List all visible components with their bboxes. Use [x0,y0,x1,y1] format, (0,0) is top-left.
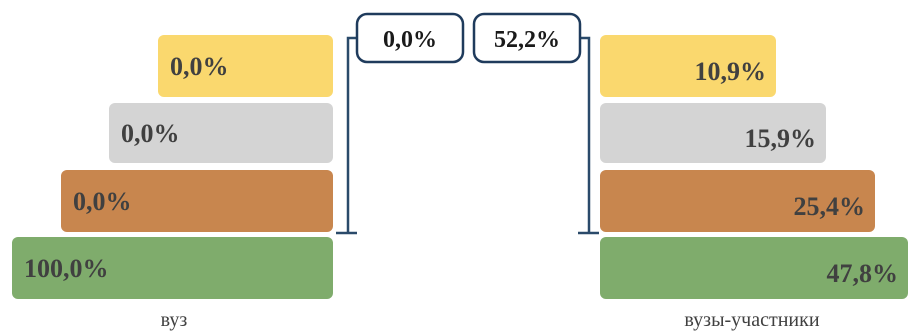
right-bar-3 [600,170,875,232]
right-axis-caption: вузы-участники [684,309,819,331]
left-bar-2 [109,103,333,163]
right-bracket [578,36,599,235]
right-bar-label-3: 25,4% [794,192,866,221]
left-bar-label-4: 100,0% [24,254,109,283]
left-bar-label-1: 0,0% [170,52,229,81]
left-bar-1 [158,35,333,97]
left-bar-label-2: 0,0% [121,119,180,148]
labels-layer: 0,0% 0,0% 0,0% 100,0% 10,9% 15,9% 25,4% 47,8% [24,52,898,288]
bracket-layer [336,36,599,235]
right-bar-2 [600,103,826,163]
bars-layer [12,35,908,299]
left-bar-4 [12,237,333,299]
left-axis-caption: вуз [161,309,188,331]
callout-left-text: 0,0% [383,27,437,53]
left-bar-3 [61,170,333,232]
left-bracket [336,36,357,235]
left-bar-label-3: 0,0% [73,187,132,216]
callout-right-box [472,12,582,64]
right-bar-label-4: 47,8% [827,259,899,288]
right-bar-4 [600,237,908,299]
callout-left-box [355,12,465,64]
right-bar-label-2: 15,9% [745,124,817,153]
callout-right-text: 52,2% [494,27,560,53]
right-bar-1 [600,35,776,97]
right-bar-label-1: 10,9% [695,57,767,86]
